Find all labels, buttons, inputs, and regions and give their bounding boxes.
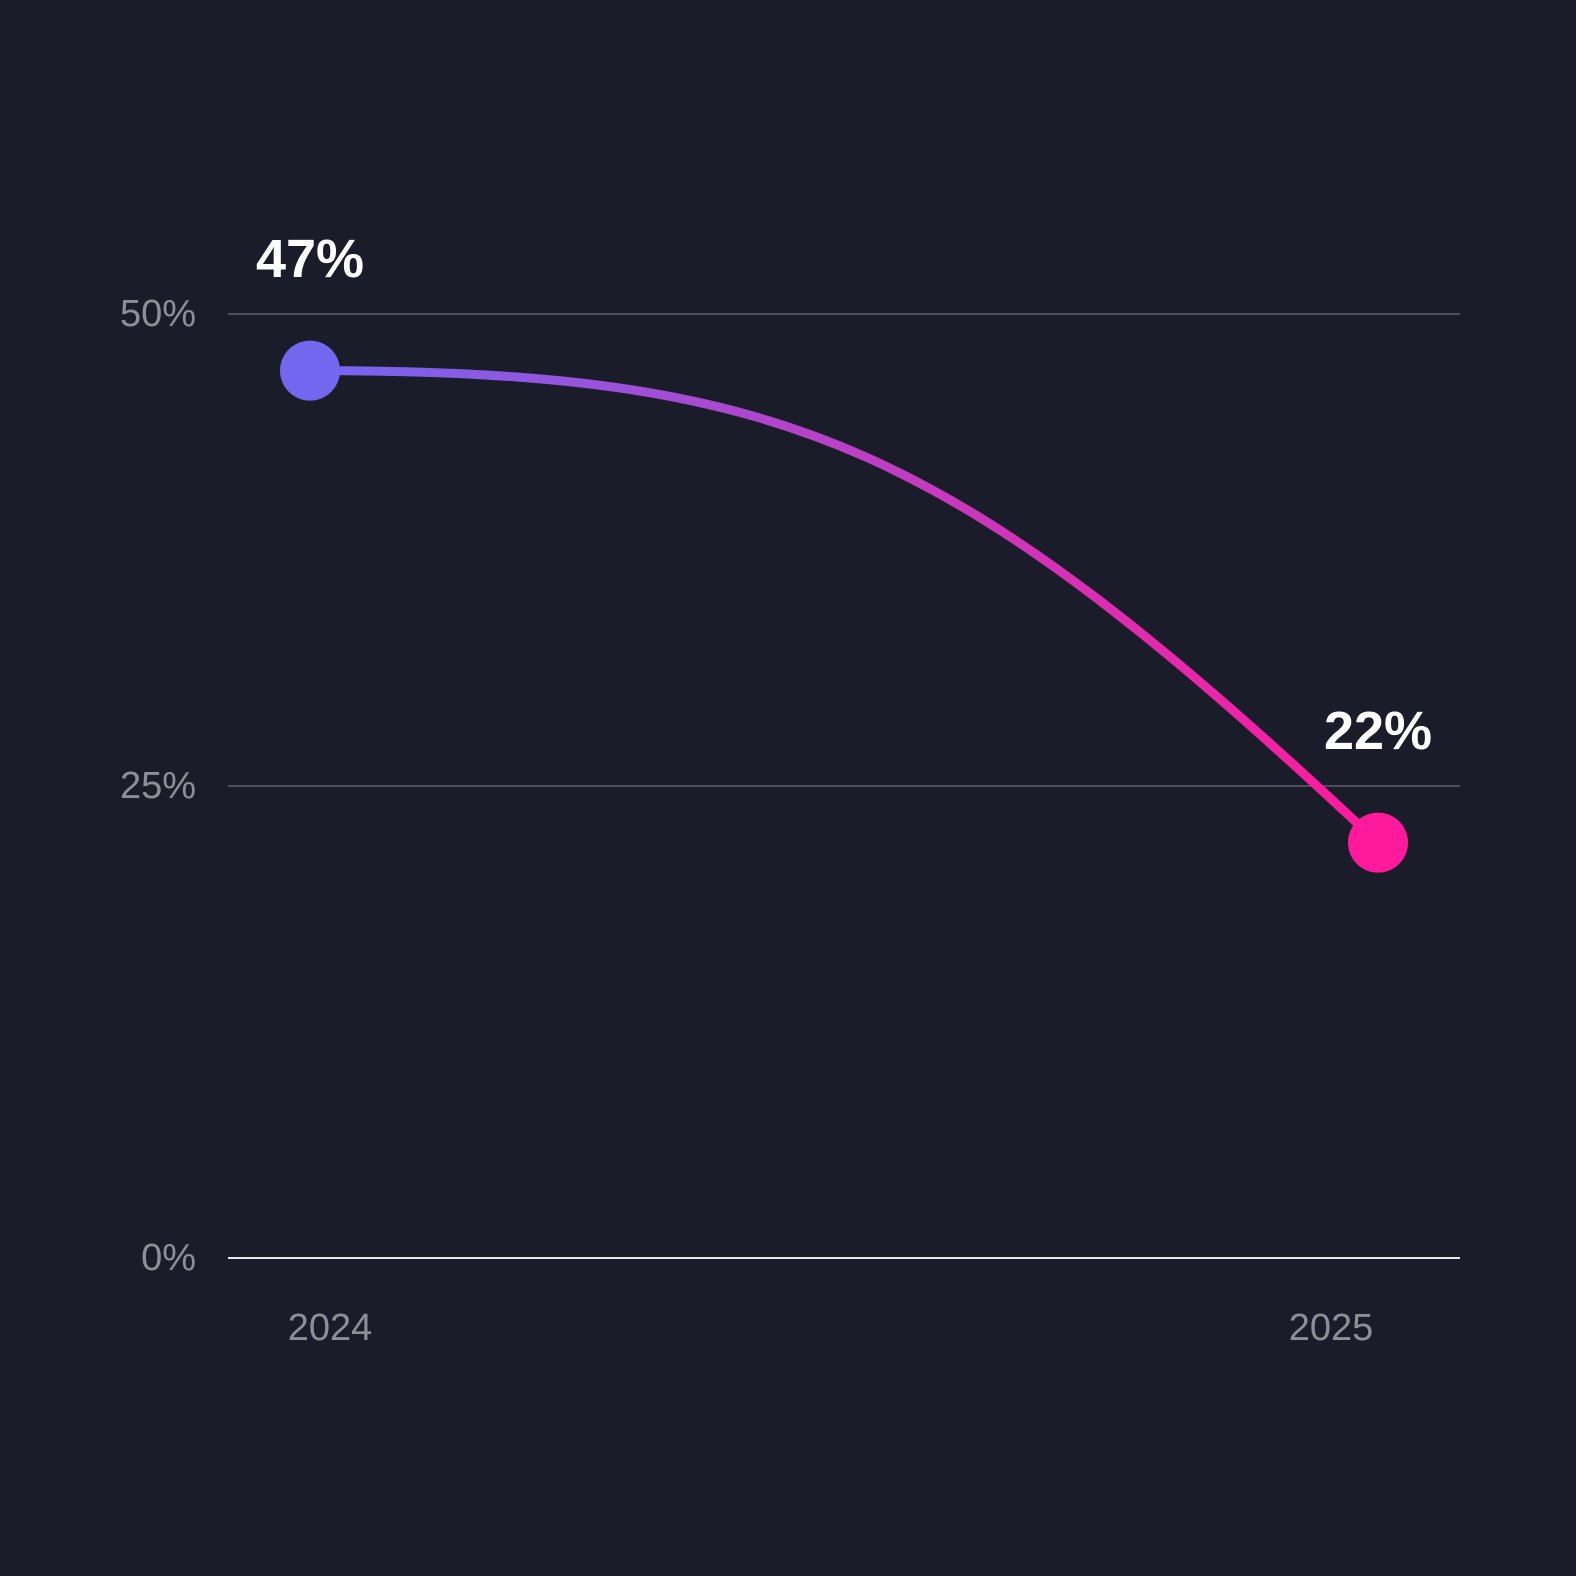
x-tick-label: 2024 — [288, 1307, 373, 1349]
point — [1348, 812, 1408, 873]
data-label: 22% — [1324, 701, 1432, 761]
y-tick-label: 50% — [120, 293, 196, 335]
point — [280, 340, 340, 401]
y-tick-label: 0% — [141, 1237, 196, 1279]
data-label: 47% — [256, 229, 364, 289]
x-tick-label: 2025 — [1289, 1307, 1374, 1349]
y-tick-label: 25% — [120, 765, 196, 807]
line — [305, 366, 1383, 848]
